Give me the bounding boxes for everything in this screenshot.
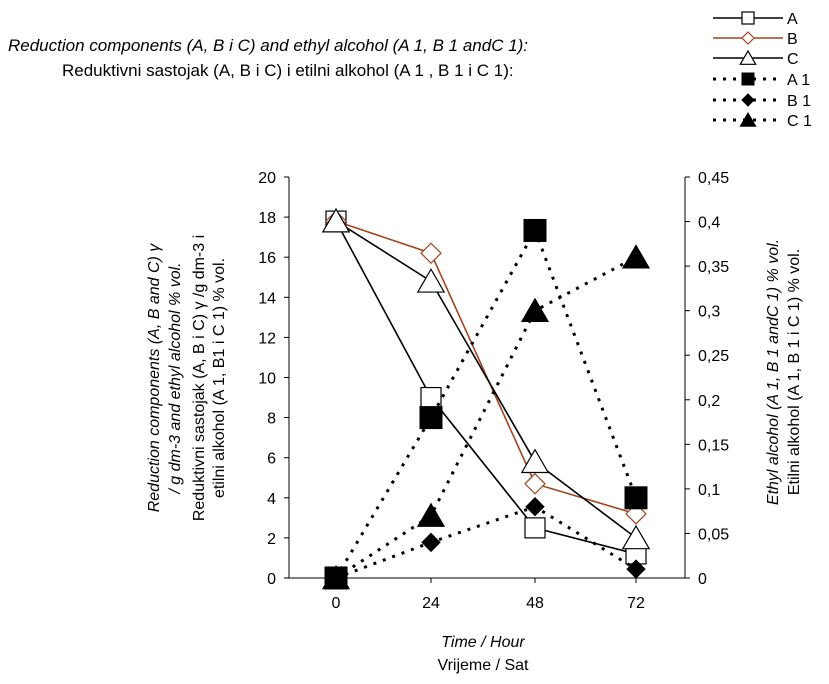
series-line — [335, 220, 637, 539]
legend: ABC A 1 B 1 C 1 — [713, 11, 812, 130]
series-line — [335, 505, 637, 580]
data-point — [625, 502, 647, 525]
series-line — [335, 255, 637, 580]
y-left-label-4: etilni alkohol (A 1, B1 i C 1) % vol. — [211, 258, 228, 498]
series-c — [321, 207, 651, 550]
series-line — [335, 220, 637, 515]
series-a — [325, 210, 647, 565]
y-left-tick-label: 4 — [267, 491, 276, 508]
series-b1 — [326, 497, 646, 588]
legend-marker — [741, 72, 755, 86]
data-point — [416, 502, 446, 527]
data-point — [525, 497, 545, 517]
legend-marker — [741, 31, 755, 45]
chart-title: Reduction components (A, B i C) and ethy… — [8, 36, 529, 55]
x-axis-label: Time / Hour — [441, 634, 525, 651]
y-left-tick-label: 14 — [258, 290, 276, 307]
legend-item: B — [713, 31, 798, 48]
y-right-tick-label: 0,15 — [698, 437, 729, 454]
legend-label: C 1 — [787, 113, 812, 130]
y-left-tick-label: 8 — [267, 411, 276, 428]
series-line — [335, 220, 637, 555]
y-left-label-1: Reduction components (A, B and C) γ — [146, 243, 163, 513]
data-point — [523, 218, 547, 242]
legend-marker — [739, 112, 757, 127]
y-right-tick-label: 0,35 — [698, 259, 729, 276]
legend-marker — [741, 11, 755, 25]
y-right-label-1: Ethyl alcohol (A 1, B 1 andC 1) % vol. — [765, 239, 782, 505]
y-left-tick-label: 10 — [258, 371, 276, 388]
x-tick-label: 24 — [422, 595, 440, 612]
y-right-tick-label: 0,2 — [698, 393, 720, 410]
y-right-label-2: Etilni alkohol (A 1, B 1 i C 1) % vol. — [786, 249, 803, 495]
y-left-tick-label: 2 — [267, 531, 276, 548]
series-b — [325, 210, 647, 525]
legend-label: A 1 — [787, 72, 810, 89]
y-left-tick-label: 6 — [267, 451, 276, 468]
series-layer — [321, 207, 651, 590]
data-point — [520, 297, 550, 322]
series-line — [334, 226, 638, 579]
legend-label: C — [787, 51, 799, 68]
y-right-tick-label: 0,45 — [698, 170, 729, 187]
data-point — [416, 268, 446, 293]
chart-subtitle: Reduktivni sastojak (A, B i C) i etilni … — [62, 61, 514, 80]
legend-marker — [741, 93, 755, 107]
y-right-tick-label: 0,05 — [698, 526, 729, 543]
data-point — [524, 472, 546, 495]
series-c1 — [321, 244, 651, 590]
legend-item: A 1 — [713, 72, 810, 89]
x-tick-label: 0 — [332, 595, 341, 612]
data-point — [421, 532, 441, 553]
data-point — [621, 244, 651, 269]
legend-item: A — [713, 11, 798, 28]
legend-label: A — [787, 11, 798, 28]
y-left-label-3: Reduktivni sastojak (A, B i C) γ /g dm-3… — [191, 235, 208, 521]
y-left-tick-label: 18 — [258, 210, 276, 227]
axes: 0246810121416182000,050,10,150,20,250,30… — [258, 170, 729, 612]
legend-label: B 1 — [787, 93, 811, 110]
x-axis-label-sub: Vrijeme / Sat — [438, 657, 530, 674]
data-point — [624, 486, 648, 510]
data-point — [524, 517, 546, 539]
y-left-tick-label: 0 — [267, 571, 276, 588]
y-right-tick-label: 0,4 — [698, 215, 720, 232]
data-point — [621, 524, 651, 550]
data-point — [520, 448, 550, 474]
y-left-tick-label: 20 — [258, 170, 276, 187]
x-tick-label: 48 — [526, 595, 544, 612]
y-right-tick-label: 0,25 — [698, 348, 729, 365]
y-right-tick-label: 0 — [698, 571, 707, 588]
legend-label: B — [787, 31, 798, 48]
data-point — [420, 242, 442, 265]
y-left-tick-label: 16 — [258, 250, 276, 267]
legend-item: C 1 — [713, 112, 812, 130]
data-point — [626, 559, 646, 579]
data-point — [321, 207, 351, 233]
data-point — [321, 565, 351, 590]
y-left-label-2: / g dm-3 and ethyl alcohol % vol. — [167, 262, 184, 494]
y-right-tick-label: 0,3 — [698, 304, 720, 321]
legend-marker — [739, 49, 757, 65]
y-right-tick-label: 0,1 — [698, 482, 720, 499]
y-left-tick-label: 12 — [258, 330, 276, 347]
data-point — [419, 406, 443, 430]
series-a1 — [324, 218, 648, 590]
legend-item: C — [713, 49, 799, 68]
x-tick-label: 72 — [627, 595, 645, 612]
legend-item: B 1 — [713, 93, 811, 110]
